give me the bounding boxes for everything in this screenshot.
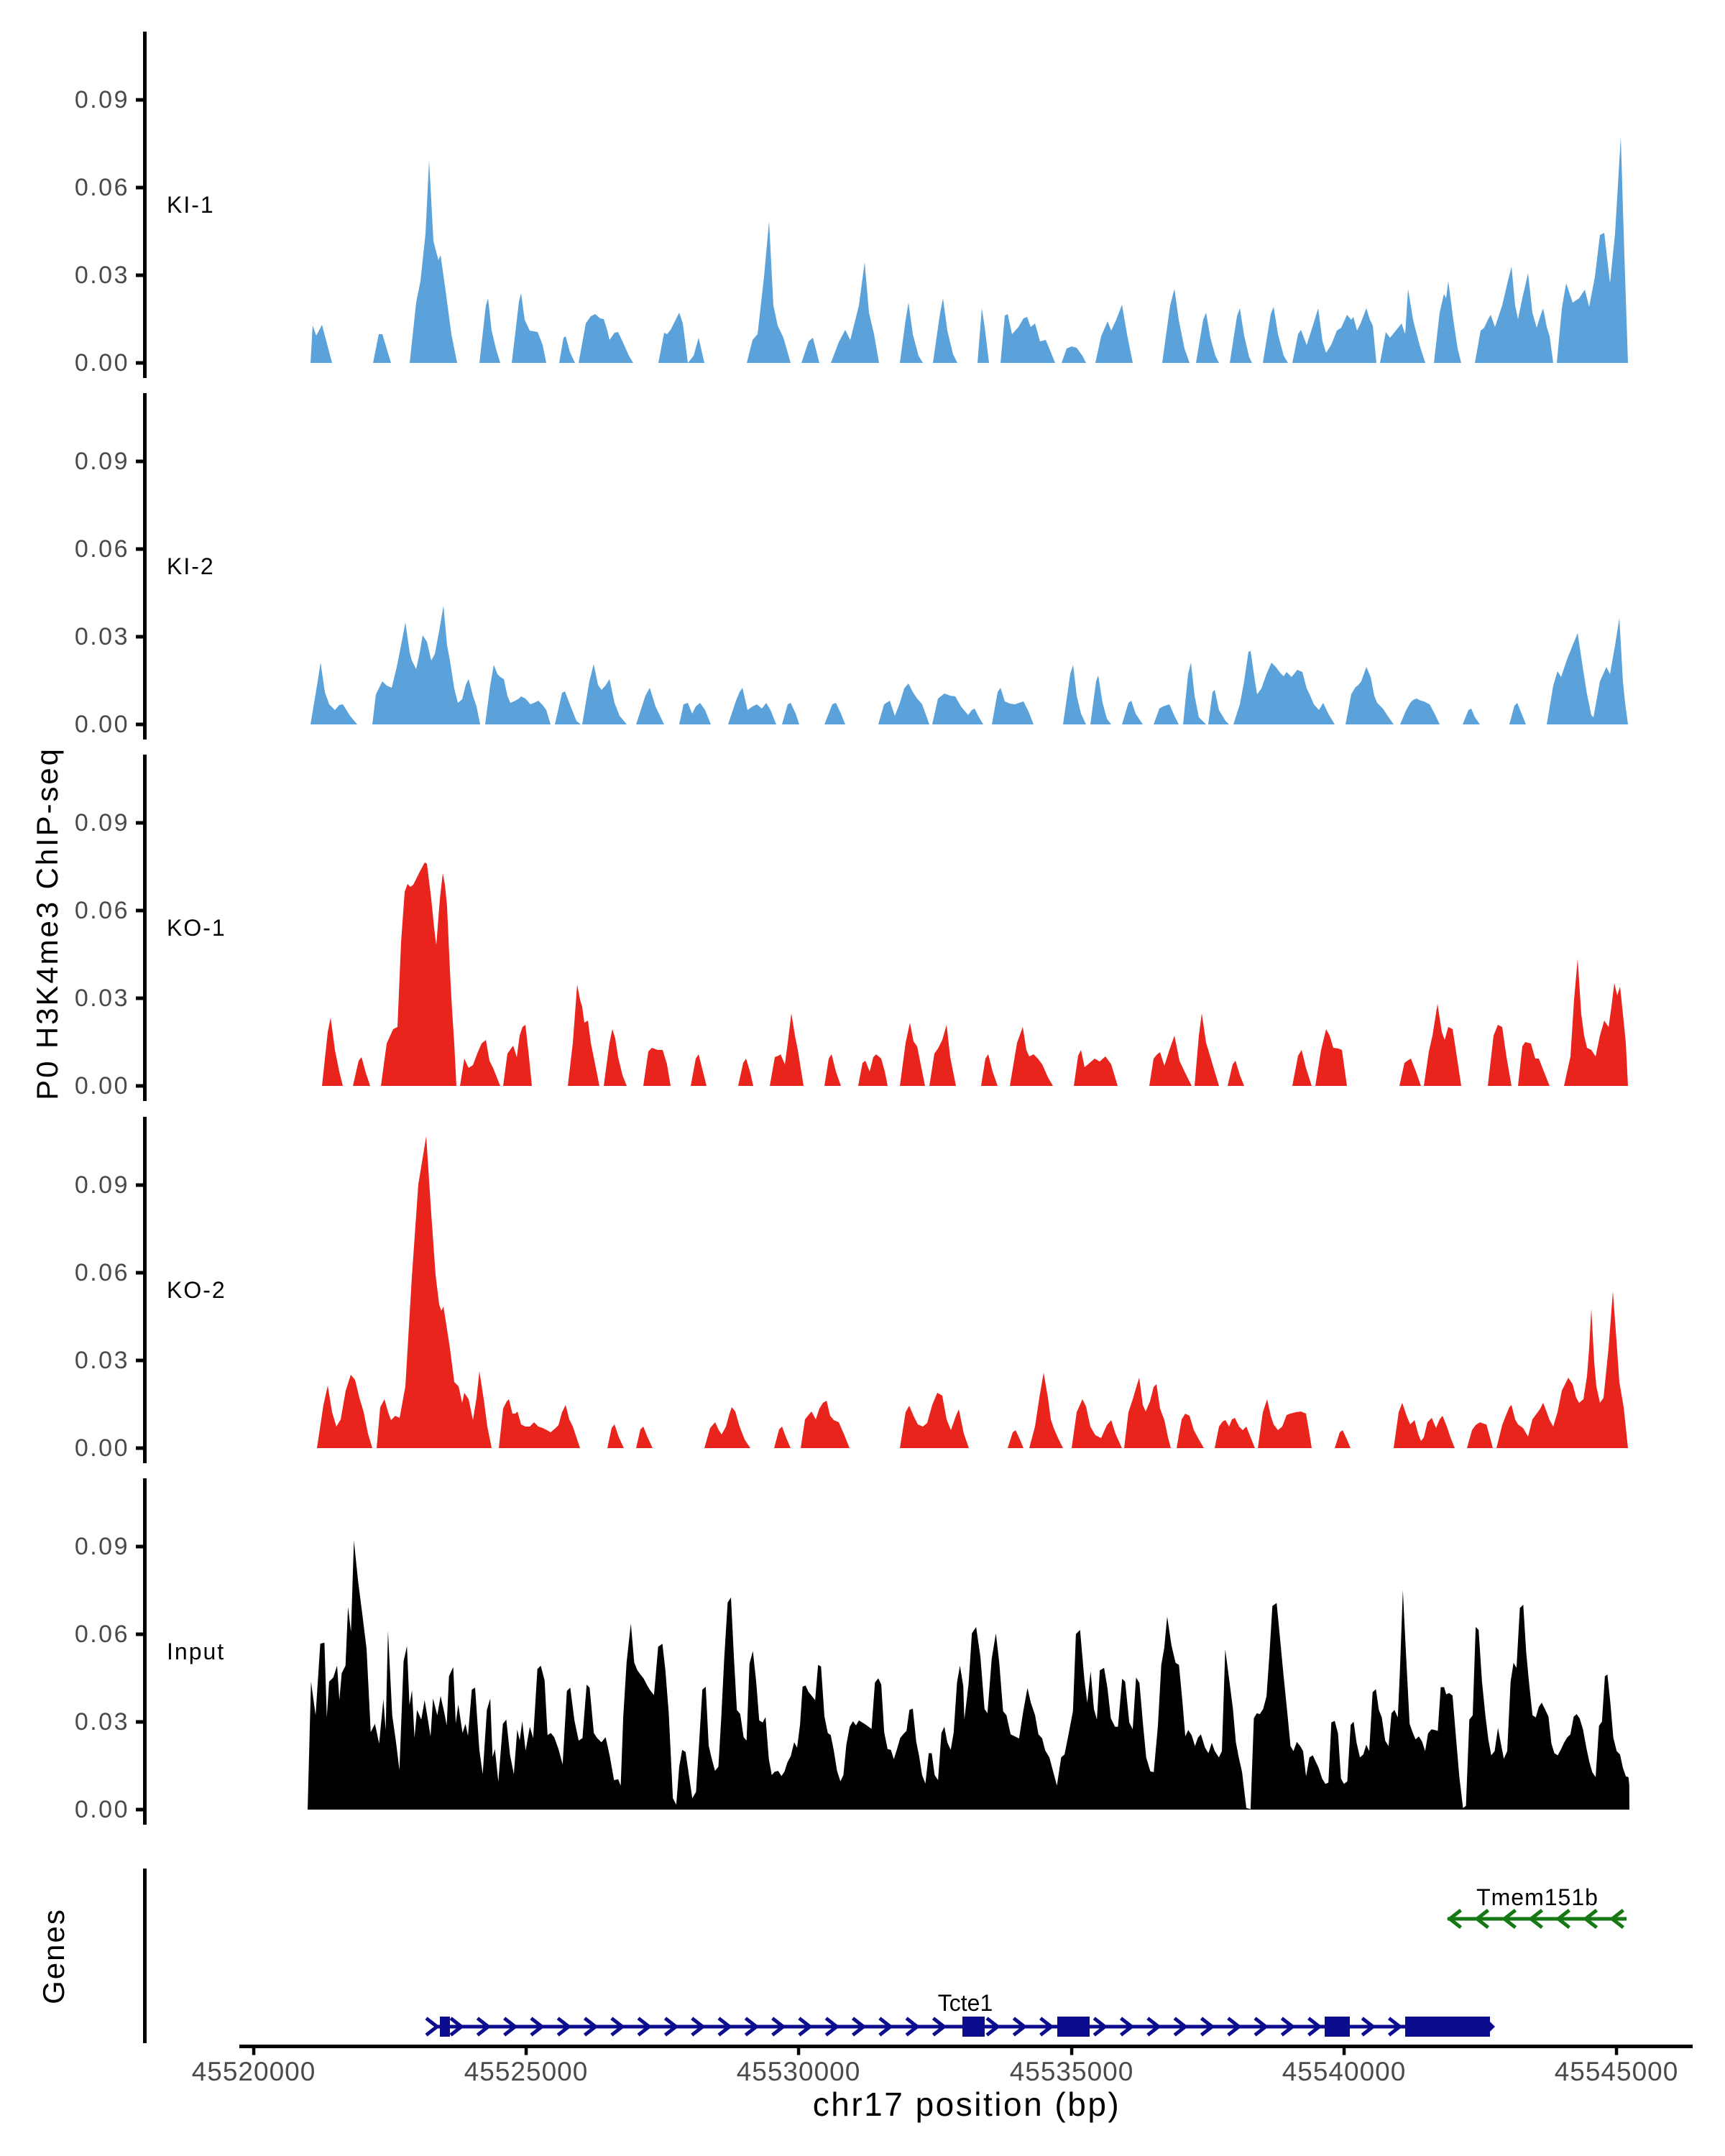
svg-text:45535000: 45535000 xyxy=(1010,2057,1134,2086)
svg-text:0.00: 0.00 xyxy=(75,349,129,377)
svg-text:Tcte1: Tcte1 xyxy=(938,1990,993,2016)
svg-text:0.06: 0.06 xyxy=(75,174,129,201)
svg-text:0.00: 0.00 xyxy=(75,711,129,738)
svg-text:0.03: 0.03 xyxy=(75,985,129,1012)
svg-text:0.09: 0.09 xyxy=(75,448,129,475)
svg-text:45540000: 45540000 xyxy=(1282,2057,1407,2086)
svg-text:0.06: 0.06 xyxy=(75,1259,129,1286)
svg-text:KO-2: KO-2 xyxy=(167,1277,226,1303)
svg-text:0.06: 0.06 xyxy=(75,1621,129,1648)
svg-text:KI-1: KI-1 xyxy=(167,192,215,218)
svg-text:0.03: 0.03 xyxy=(75,1708,129,1736)
svg-text:0.06: 0.06 xyxy=(75,897,129,924)
svg-text:0.00: 0.00 xyxy=(75,1796,129,1823)
svg-text:0.00: 0.00 xyxy=(75,1434,129,1462)
svg-text:KO-1: KO-1 xyxy=(167,915,226,941)
svg-text:0.09: 0.09 xyxy=(75,1171,129,1199)
svg-text:0.09: 0.09 xyxy=(75,809,129,837)
svg-text:0.06: 0.06 xyxy=(75,535,129,563)
svg-text:0.00: 0.00 xyxy=(75,1072,129,1100)
svg-text:0.09: 0.09 xyxy=(75,1533,129,1560)
svg-text:45545000: 45545000 xyxy=(1555,2057,1679,2086)
svg-text:0.03: 0.03 xyxy=(75,1347,129,1374)
svg-text:Genes: Genes xyxy=(37,1908,70,2004)
svg-text:45525000: 45525000 xyxy=(464,2057,589,2086)
svg-text:0.09: 0.09 xyxy=(75,86,129,114)
svg-text:chr17 position (bp): chr17 position (bp) xyxy=(813,2086,1121,2123)
svg-text:Tmem151b: Tmem151b xyxy=(1476,1884,1598,1910)
svg-text:0.03: 0.03 xyxy=(75,262,129,289)
svg-text:KI-2: KI-2 xyxy=(167,553,215,579)
svg-text:Input: Input xyxy=(167,1639,225,1664)
svg-text:P0 H3K4me3 ChIP-seq: P0 H3K4me3 ChIP-seq xyxy=(30,747,64,1100)
svg-text:45530000: 45530000 xyxy=(737,2057,861,2086)
svg-text:45520000: 45520000 xyxy=(192,2057,316,2086)
svg-text:0.03: 0.03 xyxy=(75,623,129,650)
